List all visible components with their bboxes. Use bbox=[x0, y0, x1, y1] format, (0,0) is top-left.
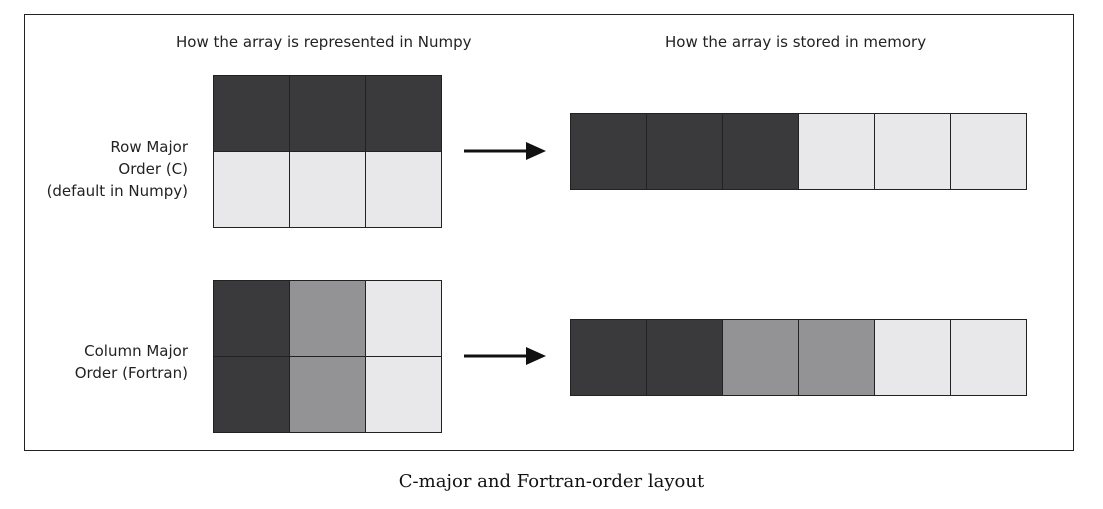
memory-cell bbox=[875, 114, 950, 189]
numpy-representation-header: How the array is represented in Numpy bbox=[176, 33, 472, 51]
row-major-arrow-icon bbox=[464, 142, 546, 160]
figure-caption: C-major and Fortran-order layout bbox=[398, 471, 705, 492]
array-cell bbox=[366, 152, 441, 227]
array-cell bbox=[290, 76, 365, 151]
array-cell bbox=[290, 152, 365, 227]
array-cell bbox=[366, 281, 441, 356]
memory-storage-header: How the array is stored in memory bbox=[665, 33, 927, 51]
memory-cell bbox=[875, 320, 950, 395]
memory-cell bbox=[647, 114, 722, 189]
memory-cell bbox=[571, 320, 646, 395]
row-major-label-line: Order (C) bbox=[118, 160, 188, 178]
column-major-arrow-icon bbox=[464, 347, 546, 365]
memory-cell bbox=[951, 114, 1026, 189]
array-cell bbox=[214, 357, 289, 432]
column-major-array-grid bbox=[213, 280, 442, 433]
row-major-label-line: (default in Numpy) bbox=[46, 182, 188, 200]
row-major-array-grid bbox=[213, 75, 442, 228]
row-major-memory-strip bbox=[570, 113, 1027, 190]
array-cell bbox=[366, 76, 441, 151]
array-cell bbox=[290, 357, 365, 432]
column-major-label-line: Order (Fortran) bbox=[74, 364, 188, 382]
array-cell bbox=[214, 281, 289, 356]
array-cell bbox=[290, 281, 365, 356]
memory-cell bbox=[723, 320, 798, 395]
memory-cell bbox=[799, 114, 874, 189]
memory-cell bbox=[571, 114, 646, 189]
column-major-label: Column Major Order (Fortran) bbox=[75, 340, 188, 384]
memory-cell bbox=[799, 320, 874, 395]
array-cell bbox=[214, 76, 289, 151]
array-cell bbox=[366, 357, 441, 432]
column-major-label-line: Column Major bbox=[84, 342, 188, 360]
array-cell bbox=[214, 152, 289, 227]
column-major-memory-strip bbox=[570, 319, 1027, 396]
memory-cell bbox=[647, 320, 722, 395]
memory-cell bbox=[951, 320, 1026, 395]
memory-cell bbox=[723, 114, 798, 189]
row-major-label: Row Major Order (C) (default in Numpy) bbox=[47, 136, 188, 202]
row-major-label-line: Row Major bbox=[110, 138, 188, 156]
